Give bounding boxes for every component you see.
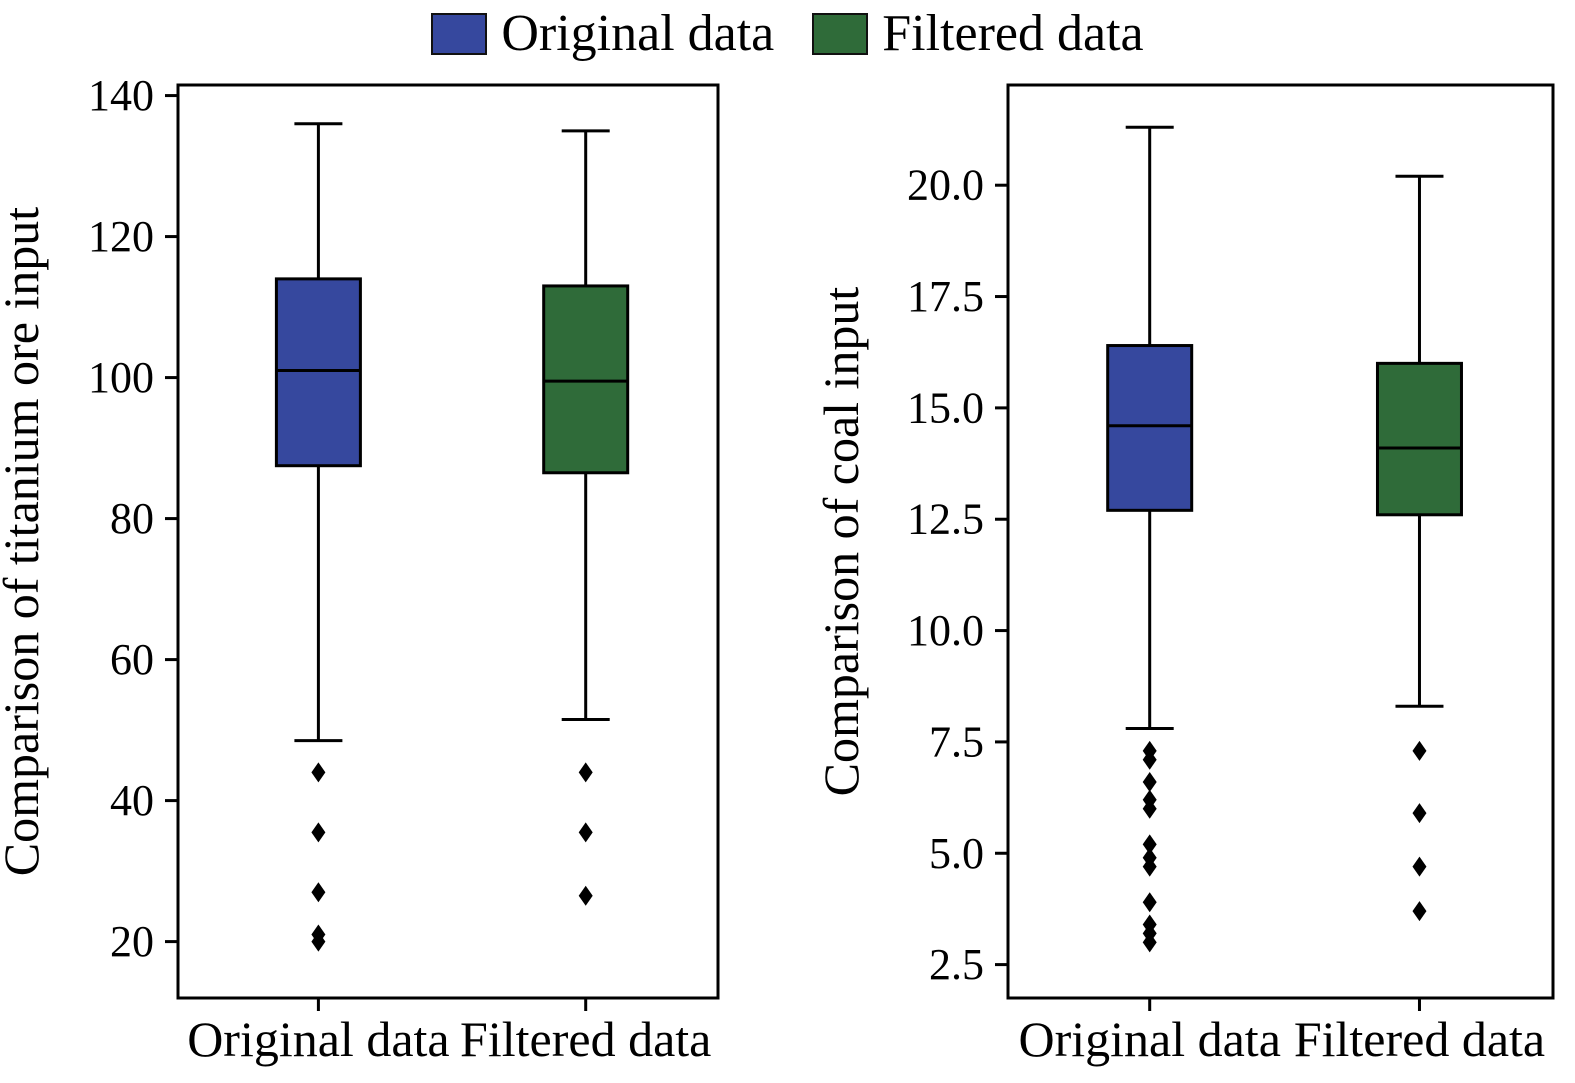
- boxplot-titanium-ore-input: 20 40 60 80 100 120 140 Comparison of titanium …: [0, 71, 720, 1067]
- y-tick-label: 17.5: [907, 272, 984, 321]
- outlier-marker: [1412, 740, 1427, 761]
- x-category-label: Original data: [187, 1011, 449, 1067]
- outlier-marker: [1412, 803, 1427, 824]
- outlier-marker: [1142, 932, 1157, 953]
- legend-swatch-original-data: [431, 13, 488, 55]
- y-tick-label: 20.0: [907, 161, 984, 210]
- y-axis-label: Comparison of titanium ore input: [0, 207, 49, 876]
- box: [1375, 361, 1463, 517]
- outlier-marker: [1142, 798, 1157, 819]
- legend-swatch-filtered-data: [812, 13, 869, 55]
- outlier-marker: [311, 762, 326, 783]
- outlier-marker: [578, 762, 593, 783]
- y-tick-label: 2.5: [929, 940, 984, 989]
- y-tick-label: 40: [110, 776, 154, 825]
- outlier-marker: [1412, 856, 1427, 877]
- outlier-marker: [578, 822, 593, 843]
- outlier-marker: [578, 885, 593, 906]
- y-tick-label: 7.5: [929, 717, 984, 766]
- y-tick-label: 12.5: [907, 495, 984, 544]
- y-tick-label: 100: [88, 353, 154, 402]
- x-category-label: Filtered data: [1294, 1011, 1545, 1067]
- outlier-marker: [1142, 892, 1157, 913]
- y-tick-label: 140: [88, 71, 154, 120]
- outlier-marker: [1142, 771, 1157, 792]
- outlier-marker: [1142, 834, 1157, 855]
- legend-item-filtered-data: Filtered data: [812, 5, 1144, 62]
- y-tick-label: 15.0: [907, 383, 984, 432]
- legend: Original data Filtered data: [0, 2, 1575, 66]
- outlier-marker: [1412, 901, 1427, 922]
- outlier-marker: [1142, 856, 1157, 877]
- y-tick-label: 120: [88, 212, 154, 261]
- y-tick-label: 5.0: [929, 829, 984, 878]
- outlier-marker: [311, 882, 326, 903]
- outlier-marker: [311, 931, 326, 952]
- boxplot-coal-input: 2.5 5.0 7.5 10.0 12.5 15.0 17.5 20.0 Comparison …: [813, 83, 1555, 1067]
- y-tick-label: 80: [110, 494, 154, 543]
- y-tick-label: 10.0: [907, 606, 984, 655]
- x-category-label: Original data: [1018, 1011, 1280, 1067]
- box: [274, 277, 362, 468]
- outlier-marker: [311, 822, 326, 843]
- legend-item-original-data: Original data: [431, 8, 774, 60]
- box: [1106, 344, 1194, 512]
- box: [542, 284, 630, 475]
- plot-frame: [176, 83, 720, 1000]
- legend-label-filtered-data: Filtered data: [882, 5, 1144, 62]
- outlier-marker: [1142, 749, 1157, 770]
- x-category-label: Filtered data: [460, 1011, 711, 1067]
- y-axis-label: Comparison of coal input: [813, 287, 869, 797]
- y-tick-label: 20: [110, 917, 154, 966]
- plot-frame: [1006, 83, 1555, 1000]
- y-tick-label: 60: [110, 635, 154, 684]
- legend-label-original-data: Original data: [501, 5, 775, 62]
